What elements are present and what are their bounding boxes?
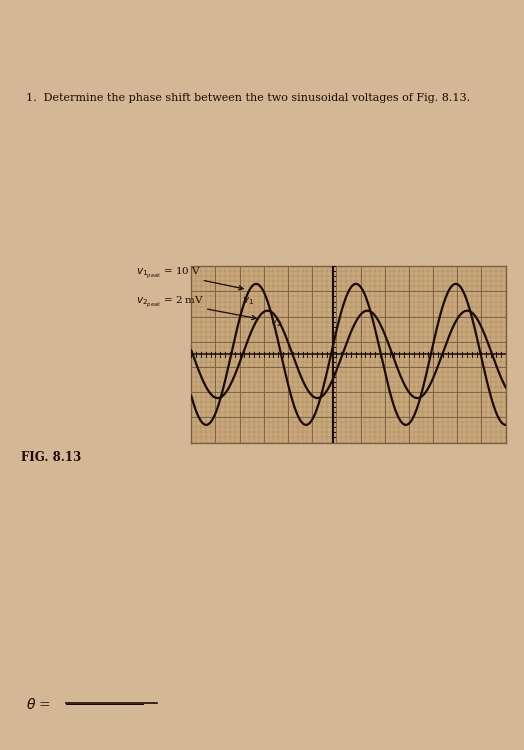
- Text: $v_{1_{peak}}$ = 10 V: $v_{1_{peak}}$ = 10 V: [136, 266, 243, 290]
- Text: $v_2$: $v_2$: [270, 316, 282, 328]
- Text: $\theta$ =: $\theta$ =: [26, 697, 51, 712]
- Text: 1.  Determine the phase shift between the two sinusoidal voltages of Fig. 8.13.: 1. Determine the phase shift between the…: [26, 93, 471, 104]
- Text: $v_1$: $v_1$: [242, 296, 254, 307]
- Text: $v_{2_{peak}}$ = 2 mV: $v_{2_{peak}}$ = 2 mV: [136, 295, 256, 320]
- Text: FIG. 8.13: FIG. 8.13: [21, 452, 81, 464]
